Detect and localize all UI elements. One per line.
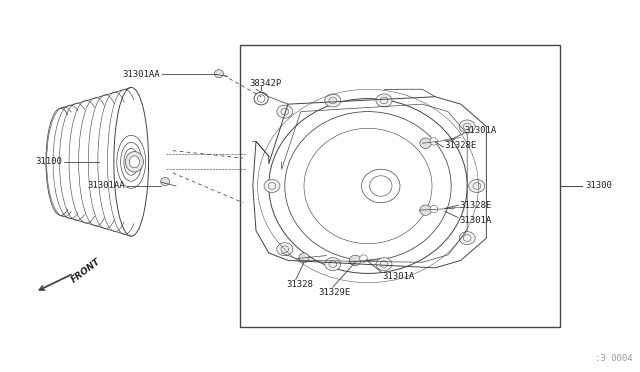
Text: 31328E: 31328E xyxy=(460,201,492,210)
Ellipse shape xyxy=(460,120,476,133)
Ellipse shape xyxy=(430,205,438,213)
Ellipse shape xyxy=(299,253,309,263)
Text: 31301A: 31301A xyxy=(460,216,492,225)
Text: 31301A: 31301A xyxy=(464,126,496,135)
Ellipse shape xyxy=(325,94,341,107)
Text: 38342P: 38342P xyxy=(250,79,282,88)
Ellipse shape xyxy=(430,138,438,145)
Ellipse shape xyxy=(277,243,293,256)
Ellipse shape xyxy=(420,138,431,148)
Ellipse shape xyxy=(161,177,170,186)
Ellipse shape xyxy=(129,156,140,168)
Ellipse shape xyxy=(376,94,392,107)
Ellipse shape xyxy=(125,152,143,172)
Text: 31100: 31100 xyxy=(36,157,63,166)
Ellipse shape xyxy=(277,105,293,118)
Text: FRONT: FRONT xyxy=(70,257,103,285)
Ellipse shape xyxy=(264,179,280,193)
Text: 31329E: 31329E xyxy=(318,288,350,296)
Ellipse shape xyxy=(468,179,485,193)
Text: 31301AA: 31301AA xyxy=(87,182,125,190)
Ellipse shape xyxy=(376,257,392,271)
Text: 31301A: 31301A xyxy=(383,272,415,280)
Ellipse shape xyxy=(360,255,367,262)
Text: :3 0004: :3 0004 xyxy=(595,354,632,363)
Text: 31300: 31300 xyxy=(586,182,612,190)
Text: 31301AA: 31301AA xyxy=(122,70,160,79)
Ellipse shape xyxy=(214,70,223,78)
Ellipse shape xyxy=(460,231,476,245)
Text: 31328: 31328 xyxy=(286,280,313,289)
Bar xyxy=(240,45,560,327)
Text: 31328E: 31328E xyxy=(445,141,477,150)
Ellipse shape xyxy=(349,255,361,266)
Ellipse shape xyxy=(420,205,431,215)
Ellipse shape xyxy=(325,257,341,271)
